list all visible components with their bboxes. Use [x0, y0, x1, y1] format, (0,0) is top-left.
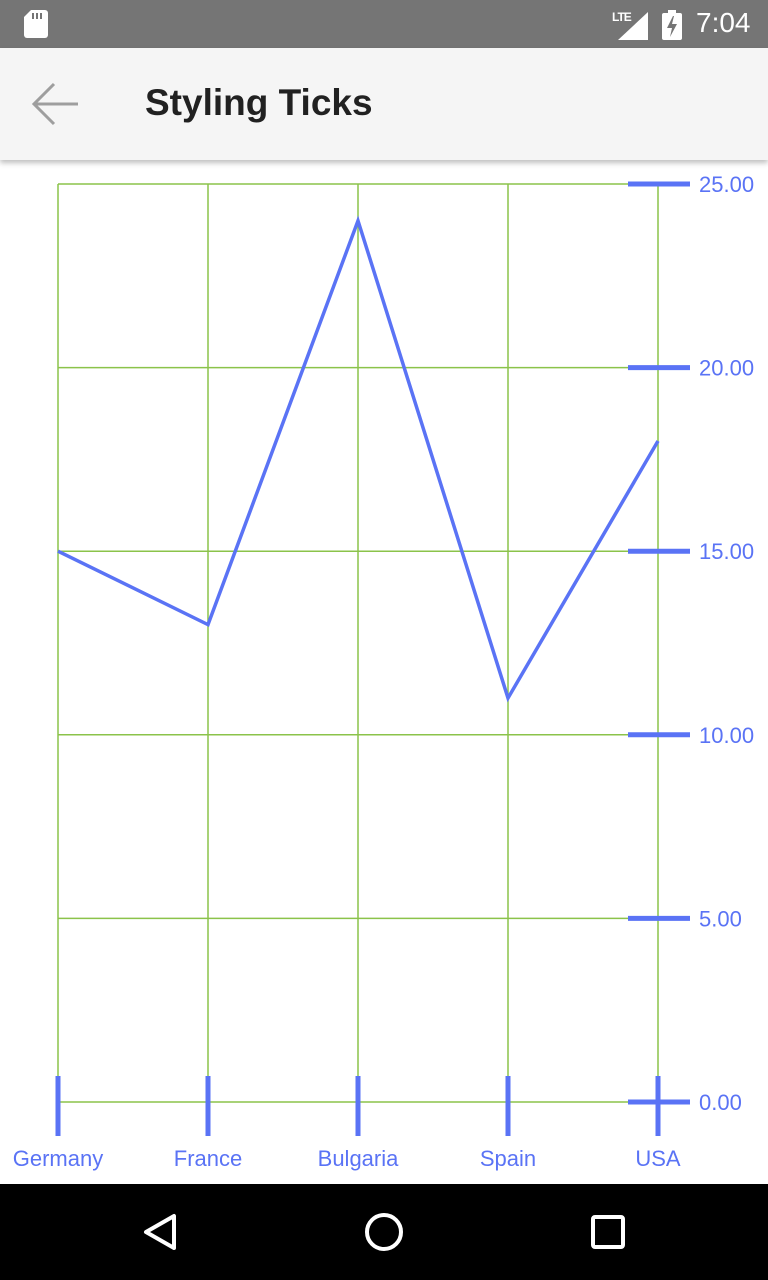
status-bar: LTE 7:04 — [0, 0, 768, 48]
x-axis-tick-label: Spain — [480, 1146, 536, 1171]
y-axis-tick-label: 25.00 — [699, 172, 754, 197]
x-axis-tick-label: USA — [635, 1146, 681, 1171]
y-axis-tick-label: 5.00 — [699, 906, 742, 931]
line-chart: 0.00 5.00 10.00 15.00 20.00 25.00 Germany Franc… — [13, 172, 754, 1171]
y-axis-tick-label: 15.00 — [699, 539, 754, 564]
signal-icon — [618, 12, 648, 40]
back-triangle-icon — [144, 1214, 176, 1250]
nav-recents-button[interactable] — [576, 1204, 640, 1260]
x-axis-tick-label: Bulgaria — [318, 1146, 399, 1171]
battery-charging-icon — [662, 10, 682, 40]
nav-home-button[interactable] — [352, 1204, 416, 1260]
status-clock: 7:04 — [696, 7, 751, 38]
recents-square-icon — [591, 1215, 625, 1249]
sd-card-icon — [24, 10, 48, 38]
y-axis-tick-label: 10.00 — [699, 723, 754, 748]
back-button[interactable] — [16, 72, 96, 136]
x-axis-tick-label: France — [174, 1146, 242, 1171]
arrow-left-icon — [31, 82, 78, 126]
x-axis-tick-label: Germany — [13, 1146, 103, 1171]
page-title: Styling Ticks — [145, 82, 373, 123]
chart-area: 0.00 5.00 10.00 15.00 20.00 25.00 Germany Franc… — [0, 160, 768, 1184]
nav-back-button[interactable] — [128, 1204, 192, 1260]
y-axis-tick-label: 20.00 — [699, 356, 754, 381]
network-type-label: LTE — [612, 10, 632, 24]
y-axis-tick-label: 0.00 — [699, 1090, 742, 1115]
app-bar: Styling Ticks — [0, 48, 768, 160]
home-circle-icon — [365, 1213, 403, 1251]
navigation-bar — [0, 1184, 768, 1280]
